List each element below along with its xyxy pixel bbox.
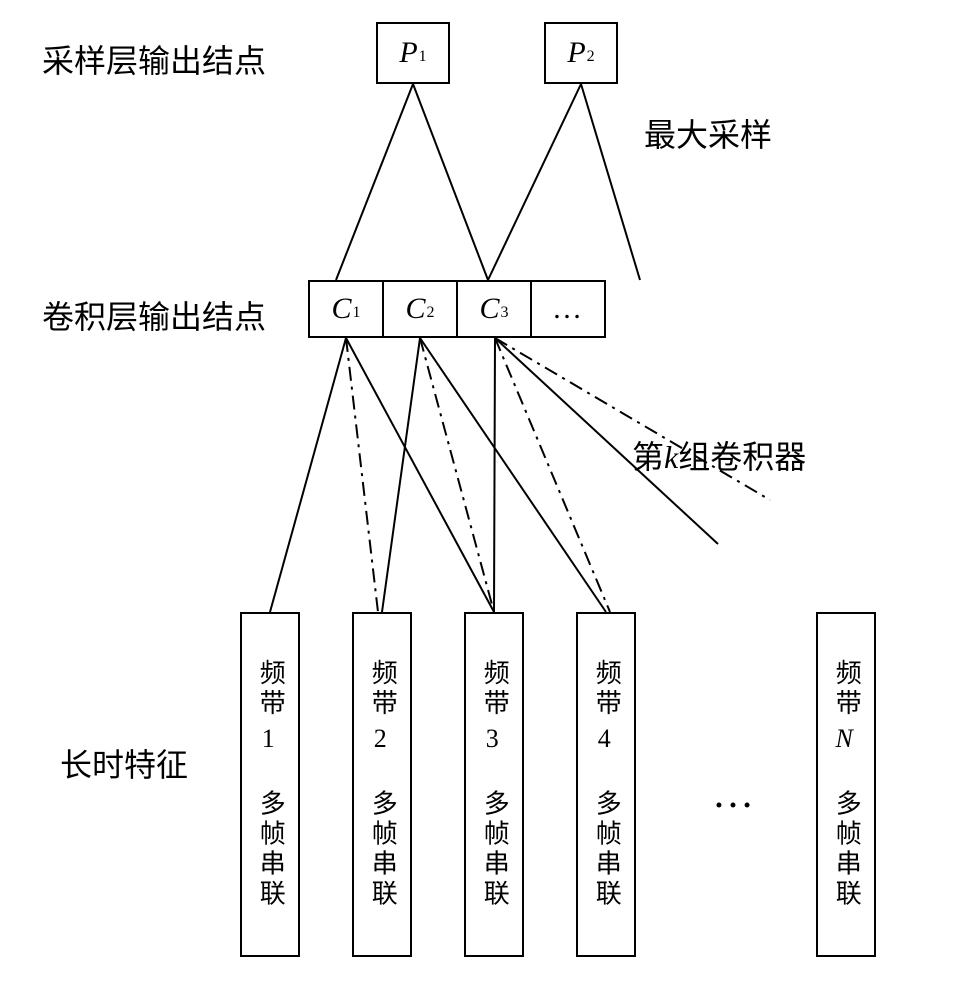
- conv-cell-4: …: [530, 280, 606, 338]
- band-box-3: 频带3 多帧串联: [464, 612, 524, 957]
- sampling-output-label: 采样层输出结点: [42, 36, 266, 82]
- band-box-4: 频带4 多帧串联: [576, 612, 636, 957]
- conv-cell-2: C2: [382, 280, 458, 338]
- conv-cell-3: C3: [456, 280, 532, 338]
- band-box-5: 频带N 多帧串联: [816, 612, 876, 957]
- conv-output-label: 卷积层输出结点: [42, 292, 266, 338]
- conv-cell-1: C1: [308, 280, 384, 338]
- max-sampling-label: 最大采样: [644, 110, 772, 156]
- longtime-feature-label: 长时特征: [60, 740, 188, 786]
- bottom-ellipsis: …: [712, 770, 754, 818]
- band-box-2: 频带2 多帧串联: [352, 612, 412, 957]
- conv-row: C1C2C3…: [308, 280, 606, 338]
- pooling-node-2: P2: [544, 22, 618, 84]
- kth-convolver-label: 第k组卷积器: [632, 432, 806, 478]
- band-box-1: 频带1 多帧串联: [240, 612, 300, 957]
- pooling-node-1: P1: [376, 22, 450, 84]
